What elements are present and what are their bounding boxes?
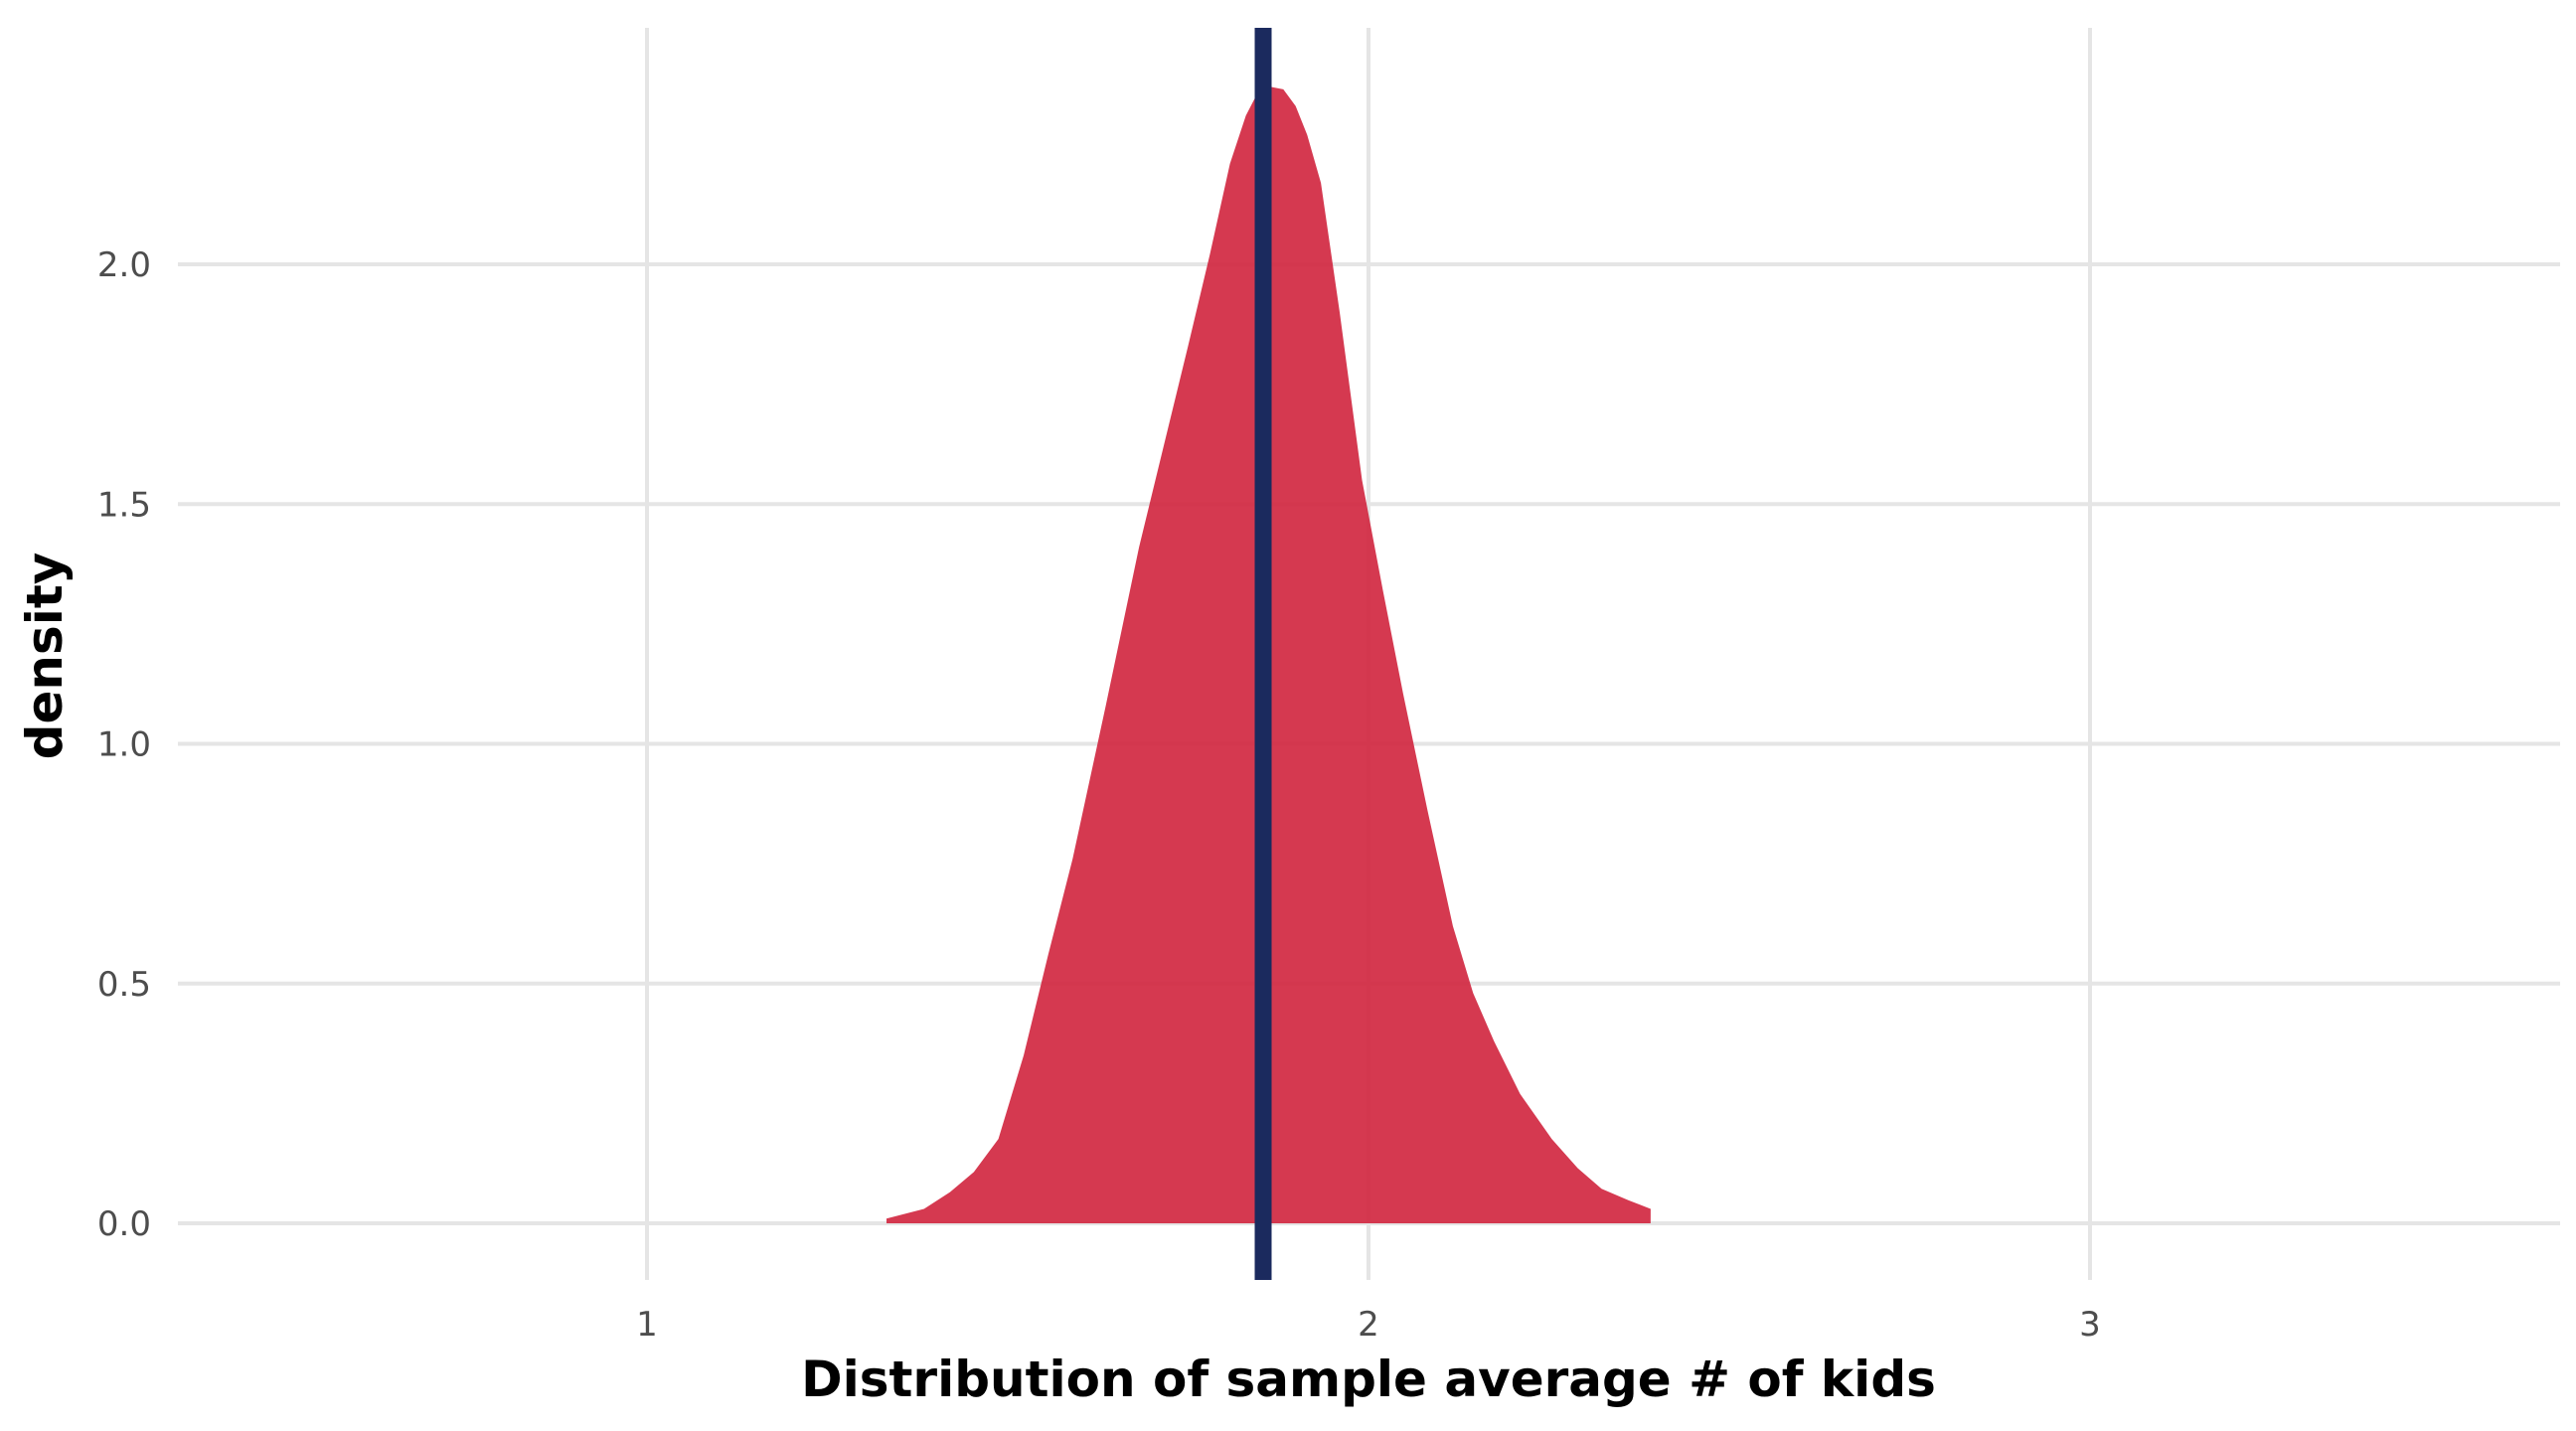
y-tick-label: 2.0 [97,245,151,285]
y-tick-label: 0.5 [97,965,151,1005]
x-axis-title: Distribution of sample average # of kids [801,1351,1936,1408]
y-axis-ticks: 0.0 0.5 1.0 1.5 2.0 [97,245,151,1244]
x-axis-ticks: 1 2 3 [636,1305,2101,1345]
y-tick-label: 1.0 [97,725,151,765]
y-axis-title: density [16,553,74,760]
chart-marks [886,28,1651,1280]
y-tick-label: 0.0 [97,1204,151,1244]
x-tick-label: 2 [1358,1305,1379,1345]
y-tick-label: 1.5 [97,485,151,525]
x-tick-label: 1 [636,1305,658,1345]
x-tick-label: 3 [2079,1305,2101,1345]
